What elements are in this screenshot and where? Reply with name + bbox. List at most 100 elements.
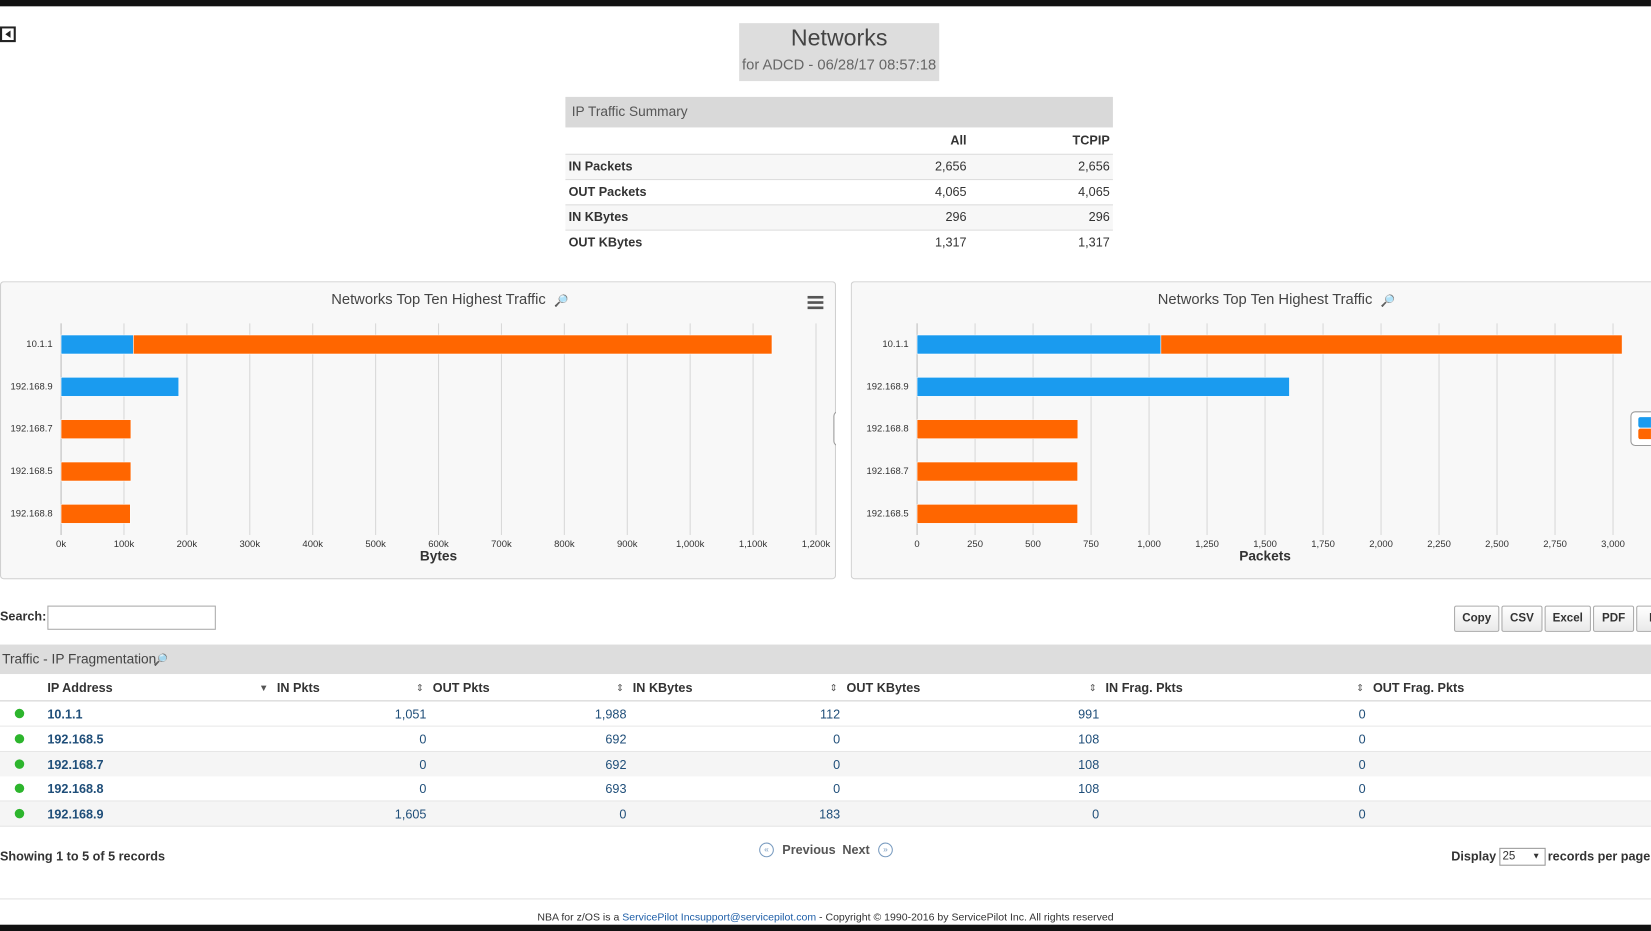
summary-row <box>565 179 1113 205</box>
export-button[interactable]: Excel <box>1544 605 1591 632</box>
summary-header <box>565 96 1113 128</box>
table-info: Showing 1 to 5 of 5 records <box>0 848 165 864</box>
bar <box>916 461 1078 482</box>
export-button[interactable]: Copy <box>1454 605 1500 632</box>
footer-link[interactable]: ServicePilot Inc <box>622 912 695 924</box>
x-tick-label: 1,500 <box>1253 539 1277 550</box>
x-tick-label: 600k <box>428 539 449 550</box>
bar <box>60 377 179 397</box>
y-tick-label: 192.168.5 <box>11 466 53 477</box>
export-button[interactable]: P <box>1636 605 1651 632</box>
x-tick-label: 1,000k <box>676 539 705 550</box>
x-tick-label: 250 <box>967 539 983 550</box>
summary-value: 2,656 <box>1078 159 1110 174</box>
prev-icon[interactable]: « <box>759 842 774 858</box>
column-header[interactable]: OUT KBytes <box>846 680 921 696</box>
table-row <box>0 726 1651 752</box>
summary-label: OUT Packets <box>568 184 647 200</box>
length-select[interactable]: 25 <box>1499 847 1546 866</box>
page-title: Networks <box>790 24 888 51</box>
export-button[interactable]: CSV <box>1501 605 1543 632</box>
x-tick-label: 0k <box>56 539 66 550</box>
chart: Networks Top Ten Highest Traffic 🔎 0 250 500… <box>850 281 1651 580</box>
x-tick-label: 3,000 <box>1601 539 1625 550</box>
table-row <box>0 701 1651 727</box>
menu-icon <box>807 295 824 299</box>
summary-value: 4,065 <box>934 184 967 200</box>
ip-link[interactable]: 192.168.9 <box>47 806 104 822</box>
cell-value: 183 <box>819 806 841 822</box>
summary-row <box>565 153 1113 180</box>
bar <box>1160 334 1623 355</box>
cell-value: 692 <box>605 731 627 747</box>
footer-link[interactable]: support@servicepilot.com <box>694 912 817 924</box>
table-header <box>0 644 1651 675</box>
cell-value: 1,051 <box>394 706 427 722</box>
x-tick-label: 2,250 <box>1427 539 1451 550</box>
footer-text: NBA for z/OS is a ServicePilot Incsuppor… <box>0 911 1651 926</box>
column-header[interactable]: OUT Frag. Pkts <box>1372 680 1465 696</box>
column-header[interactable]: OUT Pkts <box>432 680 490 696</box>
summary-row <box>565 229 1113 255</box>
y-tick-label: 10.1.1 <box>26 339 52 350</box>
header-row <box>0 677 1651 702</box>
bar <box>916 334 1162 355</box>
y-tick-label: 192.168.8 <box>867 424 909 435</box>
ip-link[interactable]: 192.168.7 <box>47 756 104 772</box>
column-header[interactable]: IN Frag. Pkts <box>1105 680 1183 696</box>
x-axis-title: Packets <box>1239 549 1291 564</box>
next-button[interactable]: Next <box>842 842 870 858</box>
chart: Networks Top Ten Highest Traffic 🔎 0k 100k 2… <box>0 281 837 580</box>
page-subtitle: for ADCD - 06/28/17 08:57:18 <box>742 55 937 73</box>
menu-icon <box>807 306 824 310</box>
y-tick-label: 192.168.9 <box>867 381 909 392</box>
search-label: Search: <box>0 608 47 624</box>
column-header[interactable]: IP Address <box>47 680 113 696</box>
column-header[interactable]: IN KBytes <box>632 680 693 696</box>
status-dot <box>14 809 25 819</box>
cell-value: 112 <box>820 706 841 722</box>
x-tick-label: 700k <box>491 539 512 550</box>
zoom-icon: 🔎 <box>554 292 569 307</box>
ip-link[interactable]: 192.168.8 <box>47 781 104 797</box>
x-tick-label: 800k <box>554 539 575 550</box>
cell-value: 0 <box>1358 781 1366 797</box>
table-title: Traffic - IP Fragmentation <box>2 650 157 667</box>
top-bar <box>0 0 1651 7</box>
y-tick-label: 192.168.5 <box>867 508 909 519</box>
cell-value: 108 <box>1078 756 1100 772</box>
x-tick-label: 400k <box>302 539 323 550</box>
x-tick-label: 2,000 <box>1369 539 1393 550</box>
summary-value: 4,065 <box>1078 184 1110 200</box>
sort-icon: ▼ <box>259 682 269 694</box>
zoom-icon: 🔎 <box>153 654 169 667</box>
cell-value: 0 <box>833 731 841 747</box>
ip-link[interactable]: 192.168.5 <box>47 731 104 747</box>
ip-link[interactable]: 10.1.1 <box>47 706 83 722</box>
search-input[interactable] <box>47 605 216 630</box>
column-header[interactable]: IN Pkts <box>276 680 320 696</box>
cell-value: 0 <box>619 806 627 822</box>
cell-value: 693 <box>605 781 627 797</box>
x-tick-label: 1,750 <box>1311 539 1335 550</box>
sort-icon: ⇕ <box>615 682 624 694</box>
x-tick-label: 500 <box>1025 539 1041 550</box>
length-suffix: records per page <box>1547 848 1651 864</box>
x-tick-label: 0 <box>914 539 919 550</box>
prev-button[interactable]: Previous <box>782 842 836 858</box>
zoom-icon: 🔎 <box>1381 292 1396 307</box>
back-button[interactable] <box>0 26 17 43</box>
summary-value: 1,317 <box>934 234 967 250</box>
next-icon[interactable]: » <box>878 842 893 858</box>
y-tick-label: 192.168.7 <box>867 466 909 477</box>
export-button[interactable]: PDF <box>1593 605 1635 632</box>
status-dot <box>14 733 25 744</box>
cell-value: 0 <box>419 756 427 772</box>
bar <box>60 504 131 524</box>
y-tick-label: 192.168.7 <box>11 424 53 435</box>
title-box <box>739 23 940 82</box>
table-row <box>0 776 1651 802</box>
sort-icon: ⇕ <box>415 682 424 694</box>
